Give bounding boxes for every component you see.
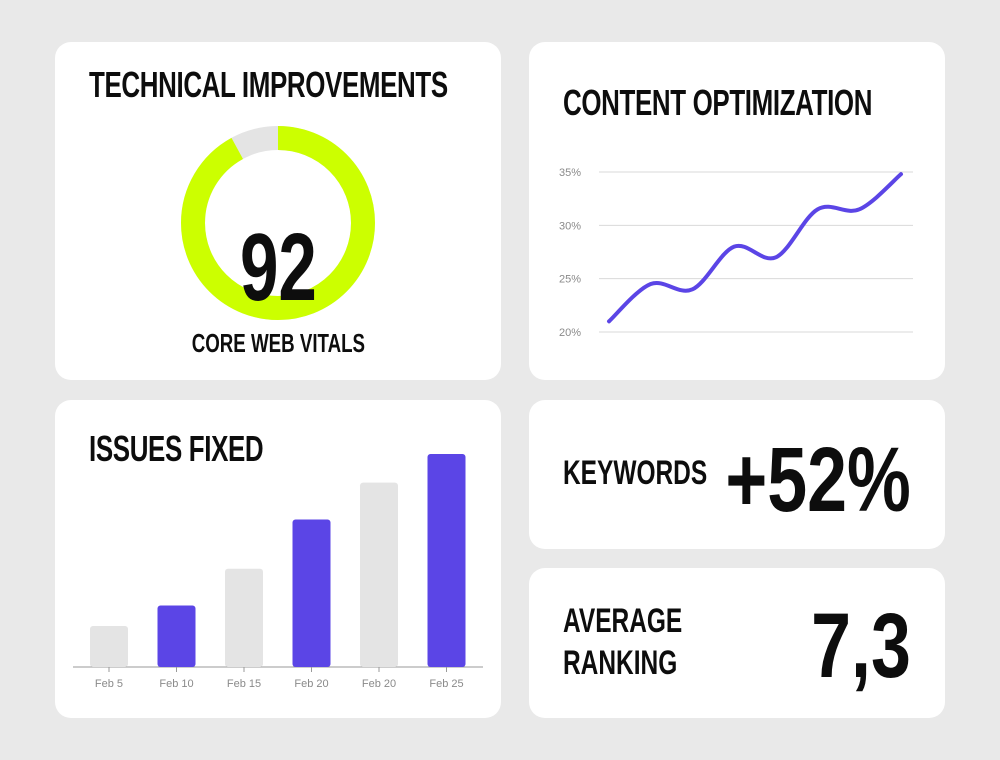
y-tick-label: 20% [559,327,581,339]
bar [292,519,331,667]
technical-improvements-card: TECHNICAL IMPROVEMENTS 92 CORE WEB VITAL… [55,42,501,380]
keywords-card: KEYWORDS +52% [529,400,945,549]
keywords-label: KEYWORDS [563,454,708,492]
series-line [607,172,903,324]
x-tick-label: Feb 20 [294,678,328,690]
y-tick-label: 25% [559,274,581,286]
x-tick-label: Feb 5 [95,678,123,690]
issues-fixed-card: ISSUES FIXED Feb 5 Feb 10 Feb 15 Feb 20 Feb … [55,400,501,718]
average-ranking-label-line2: RANKING [563,644,678,682]
donut-value: 92 [239,214,317,321]
donut-progress-arc [181,126,375,320]
x-tick-label: Feb 25 [429,678,463,690]
content-optimization-title: CONTENT OPTIMIZATION [563,82,873,123]
bar [157,605,196,667]
average-ranking-value: 7,3 [811,595,911,697]
bar [90,626,128,667]
bar [427,454,466,667]
technical-improvements-title: TECHNICAL IMPROVEMENTS [89,64,448,105]
donut-caption: CORE WEB VITALS [191,328,365,358]
x-tick-label: Feb 15 [227,678,261,690]
content-optimization-line-chart: 35% 30% 25% 20% [559,167,913,339]
content-optimization-card: CONTENT OPTIMIZATION 35% 30% 25% 20% [529,42,945,380]
bar [360,482,398,667]
core-web-vitals-donut [181,126,375,320]
keywords-value: +52% [725,429,911,531]
issues-fixed-title: ISSUES FIXED [89,428,264,469]
x-tick-label: Feb 20 [362,678,396,690]
bar [225,568,263,667]
y-tick-label: 30% [559,220,581,232]
average-ranking-label-line1: AVERAGE [563,602,683,640]
average-ranking-card: AVERAGE RANKING 7,3 [529,568,945,718]
y-tick-label: 35% [559,167,581,179]
issues-fixed-bar-chart: Feb 5 Feb 10 Feb 15 Feb 20 Feb 20 Feb 25 [73,454,483,690]
x-tick-label: Feb 10 [159,678,193,690]
